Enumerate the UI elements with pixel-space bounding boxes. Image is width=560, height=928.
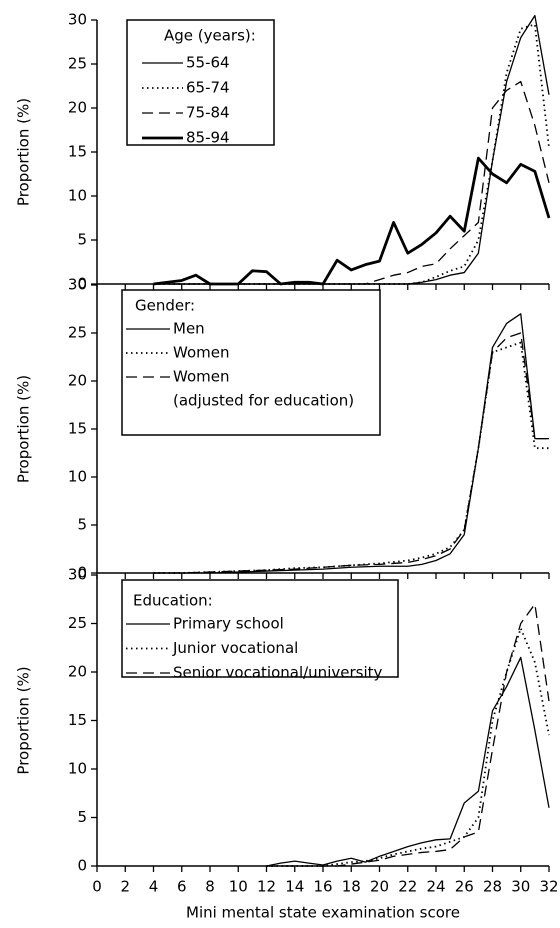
y-tick-label: 15 — [68, 143, 87, 161]
x-tick-label: 10 — [229, 878, 248, 896]
x-tick-label: 30 — [511, 878, 530, 896]
legend-box — [121, 289, 381, 436]
y-tick-label: 15 — [68, 420, 87, 438]
legend-note: (adjusted for education) — [173, 392, 354, 410]
y-tick-label: 20 — [68, 372, 87, 390]
data-line — [153, 332, 549, 574]
y-tick-label: 10 — [68, 760, 87, 778]
legend-label: 75-84 — [186, 104, 230, 122]
x-axis-label: Mini mental state examination score — [186, 904, 460, 922]
x-tick-label: 28 — [483, 878, 502, 896]
legend-title: Gender: — [135, 297, 195, 315]
y-tick-label: 5 — [77, 516, 87, 534]
legend-label: Senior vocational/university — [173, 664, 382, 682]
x-tick-label: 18 — [342, 878, 361, 896]
data-line — [153, 80, 550, 285]
data-line — [266, 603, 550, 867]
legend-label: Women — [173, 344, 229, 362]
y-tick-label: 0 — [77, 564, 87, 582]
y-tick-label: 5 — [77, 231, 87, 249]
y-axis-label: Proportion (%) — [15, 98, 33, 206]
x-tick-label: 32 — [539, 878, 558, 896]
legend-title: Age (years): — [164, 27, 256, 45]
y-tick-label: 25 — [68, 55, 87, 73]
legend-label: Women — [173, 368, 229, 386]
legend-label: 85-94 — [186, 129, 230, 147]
y-tick-label: 0 — [77, 857, 87, 875]
y-tick-label: 15 — [68, 711, 87, 729]
y-tick-label: 30 — [68, 276, 87, 294]
y-tick-label: 30 — [68, 11, 87, 29]
legend-box — [121, 579, 399, 678]
x-tick-label: 0 — [92, 878, 102, 896]
data-line — [266, 656, 550, 867]
y-tick-label: 10 — [68, 187, 87, 205]
legend-label: 65-74 — [186, 79, 230, 97]
y-tick-label: 25 — [68, 324, 87, 342]
y-tick-label: 10 — [68, 468, 87, 486]
data-line — [153, 156, 551, 286]
x-tick-label: 26 — [455, 878, 474, 896]
x-tick-label: 4 — [149, 878, 159, 896]
y-tick-label: 20 — [68, 99, 87, 117]
x-tick-label: 20 — [370, 878, 389, 896]
y-tick-label: 25 — [68, 614, 87, 632]
legend-label: Primary school — [173, 615, 284, 633]
data-line — [153, 313, 549, 574]
x-tick-label: 6 — [177, 878, 187, 896]
y-axis-label: Proportion (%) — [15, 666, 33, 774]
y-tick-label: 20 — [68, 663, 87, 681]
legend-title: Education: — [133, 592, 213, 610]
x-tick-label: 2 — [120, 878, 130, 896]
x-tick-label: 14 — [285, 878, 304, 896]
y-axis-label: Proportion (%) — [15, 375, 33, 483]
y-tick-label: 5 — [77, 808, 87, 826]
legend-box — [126, 19, 275, 146]
x-tick-label: 22 — [398, 878, 417, 896]
y-tick-label: 30 — [68, 566, 87, 584]
x-tick-label: 16 — [313, 878, 332, 896]
y-tick-label: 0 — [77, 275, 87, 293]
legend-label: Men — [173, 320, 205, 338]
x-tick-label: 8 — [205, 878, 215, 896]
x-tick-label: 24 — [426, 878, 445, 896]
legend-label: Junior vocational — [172, 639, 298, 657]
x-tick-label: 12 — [257, 878, 276, 896]
legend-label: 55-64 — [186, 54, 230, 72]
